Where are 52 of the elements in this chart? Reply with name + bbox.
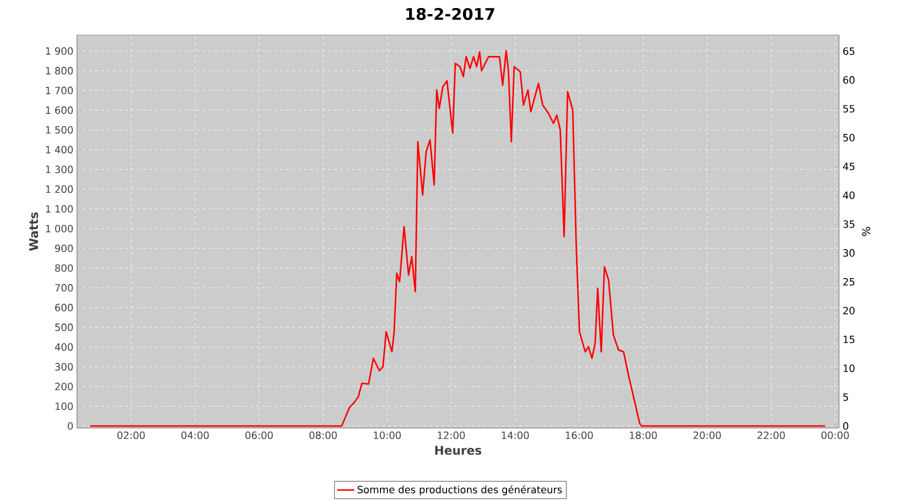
y-tick-label: 1 100 [46, 205, 73, 213]
y-tick-label: 1 400 [46, 146, 73, 154]
y-tick-label: 800 [55, 264, 73, 272]
x-tick-label: 04:00 [181, 431, 209, 440]
x-tick-label: 10:00 [374, 431, 401, 440]
x-tick-label: 08:00 [309, 431, 337, 440]
y-tick-label: 1 200 [46, 185, 73, 193]
y2-tick-label: 25 [843, 278, 854, 286]
y2-tick-label: 5 [843, 393, 848, 401]
y-tick-label: 200 [55, 382, 73, 390]
y-axis-title: Watts [29, 212, 38, 251]
y-tick-label: 1 800 [46, 66, 73, 74]
y2-tick-label: 60 [843, 76, 855, 84]
y2-tick-label: 50 [843, 134, 855, 142]
y2-tick-label: 35 [843, 220, 854, 228]
y2-tick-label: 30 [843, 249, 855, 257]
y-tick-label: 1 300 [46, 166, 73, 174]
x-tick-label: 16:00 [566, 431, 593, 440]
y2-tick-label: 55 [843, 105, 854, 112]
x-tick-label: 06:00 [245, 431, 273, 440]
y-tick-label: 0 [68, 422, 73, 430]
y2-tick-label: 0 [843, 422, 848, 430]
y-tick-label: 100 [56, 402, 73, 410]
x-tick-label: 02:00 [117, 431, 145, 440]
y-tick-label: 900 [55, 244, 73, 252]
y-tick-label: 700 [55, 284, 73, 292]
x-tick-label: 20:00 [694, 431, 721, 440]
chart-title: 18-2-2017 [406, 8, 494, 20]
y2-tick-label: 15 [844, 336, 854, 344]
y-tick-label: 300 [55, 363, 73, 371]
y2-tick-label: 20 [843, 306, 855, 314]
y-tick-label: 1 900 [46, 47, 73, 55]
x-tick-label: 12:00 [438, 431, 465, 440]
y-tick-label: 1 000 [46, 224, 73, 232]
y-tick-label: 1 500 [46, 126, 73, 134]
y2-tick-label: 65 [843, 47, 854, 55]
y-tick-label: 400 [54, 343, 73, 351]
x-tick-label: 14:00 [502, 431, 529, 440]
x-tick-label: 18:00 [630, 431, 657, 440]
y-tick-label: 1 600 [46, 106, 73, 114]
y2-tick-label: 10 [844, 364, 855, 372]
y2-tick-label: 45 [843, 162, 854, 170]
x-tick-label: 22:00 [758, 431, 785, 440]
x-tick-label: 00:00 [821, 431, 849, 440]
x-axis-title: Heures [435, 446, 482, 455]
y2-axis-title: % [862, 226, 870, 236]
y-tick-label: 500 [55, 324, 73, 332]
y-tick-label: 600 [55, 304, 73, 312]
y2-tick-label: 40 [843, 192, 855, 200]
line-series [89, 50, 826, 427]
y-tick-label: 1 700 [46, 86, 73, 94]
legend-label: Somme des productions des générateurs [358, 485, 562, 496]
